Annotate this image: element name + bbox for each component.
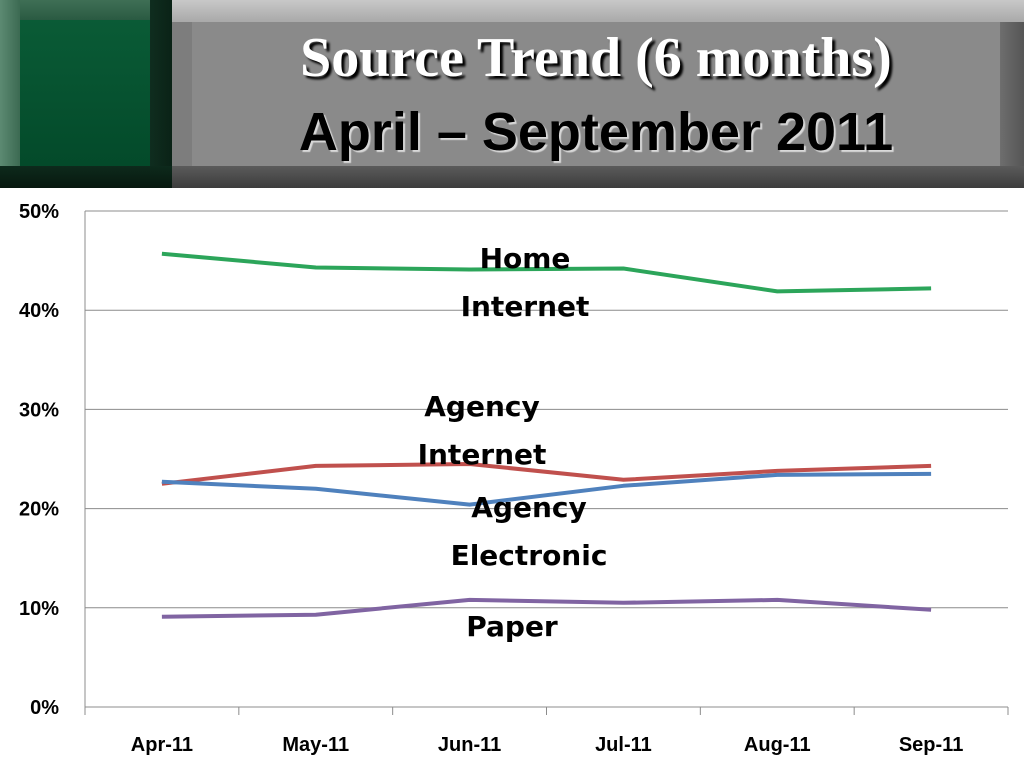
series-label-agency-internet: Internet	[418, 438, 547, 471]
slide-title: Source Trend (6 months)	[300, 27, 892, 89]
green-box-bevel-top	[0, 0, 172, 20]
series-line-home-internet	[161, 251, 932, 294]
x-tick-label: Aug-11	[744, 734, 811, 756]
green-box-face	[20, 20, 150, 166]
green-box-bevel-right	[150, 0, 172, 188]
banner-face	[192, 22, 1000, 166]
slide-subtitle: April – September 2011	[298, 102, 894, 162]
line-chart: 0% 10% 20% 30% 40% 50% Apr-11 May-11 Jun-11 Jul-1…	[19, 201, 1009, 756]
green-box-bevel-left	[0, 0, 20, 188]
series-label-agency-internet: Agency	[424, 390, 540, 423]
title-banner: Source Trend (6 months) April – Septembe…	[0, 0, 1024, 188]
x-tick-label: Sep-11	[899, 734, 963, 756]
banner-bevel-bottom	[0, 166, 1024, 188]
y-tick-label: 10%	[19, 598, 59, 620]
series-label-home-internet: Home	[480, 242, 571, 275]
y-tick-label: 20%	[19, 499, 59, 521]
y-tick-label: 50%	[19, 201, 59, 223]
green-accent-box	[0, 0, 172, 188]
y-tick-label: 30%	[19, 399, 59, 421]
x-tick-label: May-11	[282, 734, 349, 756]
green-box-bevel-bottom	[0, 166, 172, 188]
series-line-agency-internet	[161, 462, 932, 486]
series-line-agency-electronic	[161, 471, 932, 507]
y-tick-label: 40%	[19, 300, 59, 322]
x-tick-label: Jul-11	[595, 734, 652, 756]
series-label-home-internet: Internet	[461, 290, 590, 323]
banner-bevel-top	[0, 0, 1024, 22]
y-tick-label: 0%	[30, 697, 59, 719]
x-tick-label: Jun-11	[438, 734, 501, 756]
series-label-agency-electronic: Electronic	[451, 539, 608, 572]
series-label-agency-electronic: Agency	[471, 491, 587, 524]
series-label-paper: Paper	[466, 610, 558, 643]
banner-bevel-right	[1000, 22, 1024, 166]
x-tick-label: Apr-11	[131, 734, 193, 756]
series-line-paper	[161, 597, 932, 619]
